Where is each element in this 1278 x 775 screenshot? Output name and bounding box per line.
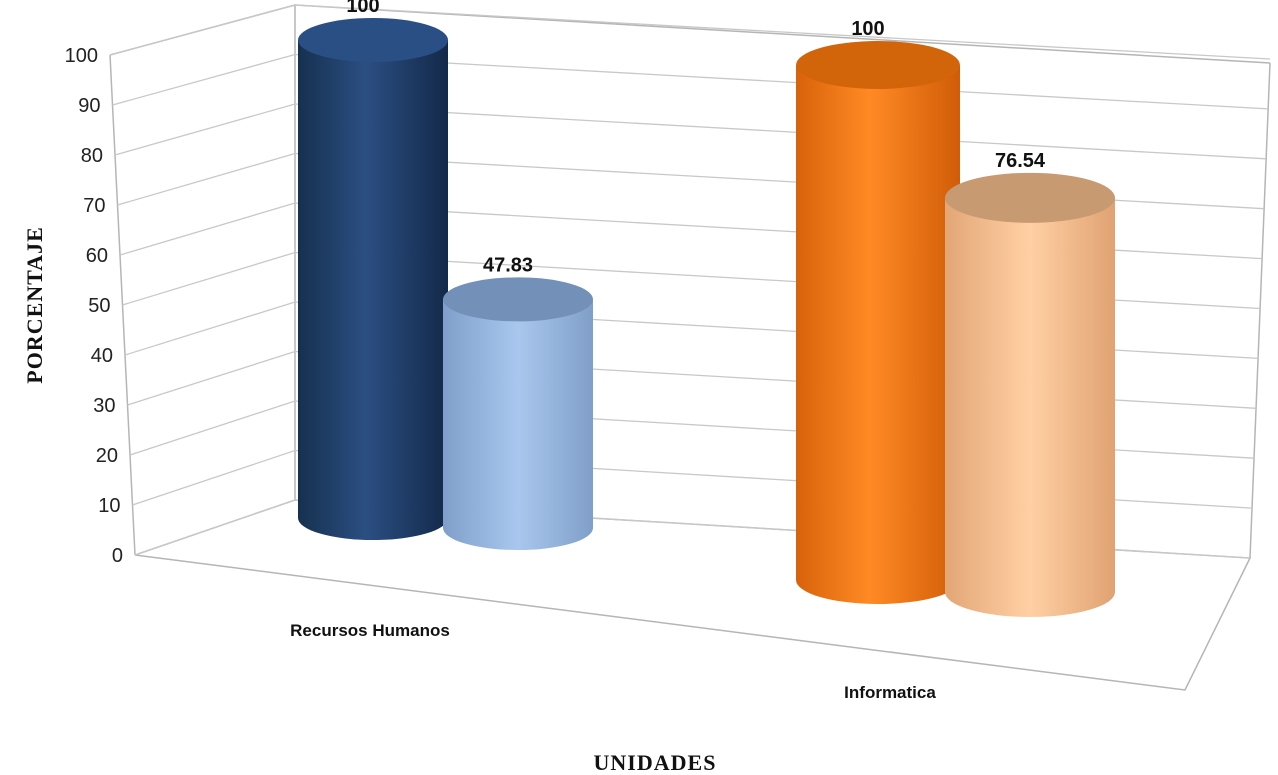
y-tick-label: 60 bbox=[86, 245, 108, 267]
y-axis-ticks: 0 10 20 30 40 50 60 70 80 90 100 bbox=[65, 45, 123, 567]
y-tick-label: 50 bbox=[88, 295, 110, 317]
y-tick-label: 90 bbox=[78, 95, 100, 117]
bar-informatica-1 bbox=[796, 41, 960, 604]
back-wall-top-edge bbox=[294, 4, 1271, 64]
y-tick-label: 10 bbox=[98, 495, 120, 517]
bar-informatica-2 bbox=[945, 172, 1115, 617]
y-tick-label: 30 bbox=[93, 395, 115, 417]
back-wall-right-edge bbox=[1249, 62, 1271, 559]
gridline bbox=[114, 103, 1267, 160]
bar-top bbox=[443, 277, 593, 322]
data-label-recursos-humanos-2: 47.83 bbox=[483, 254, 533, 276]
side-wall-edge bbox=[109, 4, 296, 500]
y-tick-label: 40 bbox=[91, 345, 113, 367]
bars bbox=[298, 18, 1115, 617]
bar-top bbox=[945, 172, 1115, 223]
bar-top bbox=[796, 41, 960, 89]
x-axis-title: UNIDADES bbox=[594, 750, 717, 775]
data-label-informatica-2: 76.54 bbox=[995, 150, 1046, 172]
gridline bbox=[112, 53, 1269, 110]
bar-body bbox=[443, 299, 593, 550]
y-tick-label: 0 bbox=[112, 545, 123, 567]
y-axis-title: PORCENTAJE bbox=[22, 226, 47, 384]
data-labels: 100 47.83 100 76.54 bbox=[346, 0, 1046, 276]
bar-body bbox=[945, 197, 1115, 617]
category-label-recursos-humanos: Recursos Humanos bbox=[290, 621, 450, 640]
data-label-recursos-humanos-1: 100 bbox=[346, 0, 379, 17]
bar-body bbox=[796, 65, 960, 604]
bar-recursos-humanos-2 bbox=[443, 277, 593, 550]
data-label-informatica-1: 100 bbox=[851, 18, 884, 40]
y-tick-label: 80 bbox=[81, 145, 103, 167]
gridline bbox=[109, 4, 1271, 60]
bar-body bbox=[298, 40, 448, 540]
bar-top bbox=[298, 18, 448, 62]
y-tick-label: 20 bbox=[96, 445, 118, 467]
y-tick-label: 100 bbox=[65, 45, 98, 67]
bar-recursos-humanos-1 bbox=[298, 18, 448, 540]
y-tick-label: 70 bbox=[83, 195, 105, 217]
category-label-informatica: Informatica bbox=[844, 683, 936, 702]
